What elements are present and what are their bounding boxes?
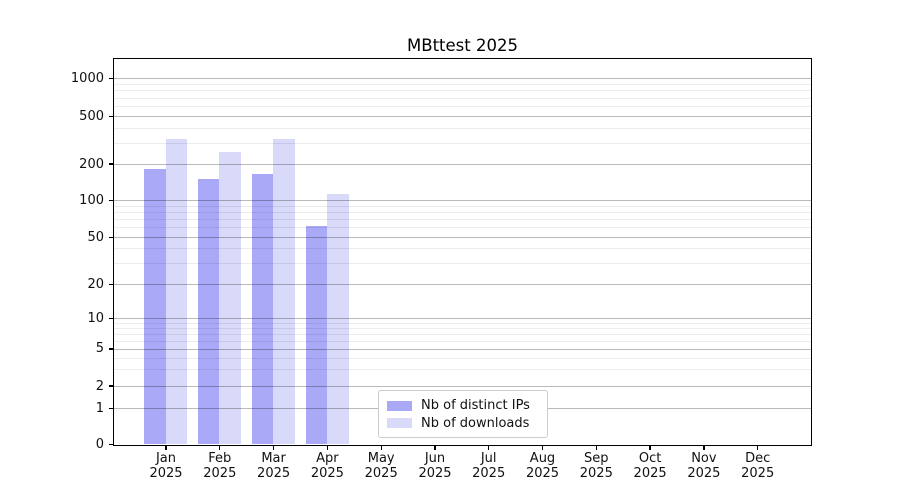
legend-swatch-distinct-ips (387, 400, 412, 411)
major-gridline (114, 283, 811, 286)
x-tick-label-mar: Mar 2025 (257, 451, 291, 482)
minor-gridline (114, 97, 811, 99)
minor-gridline (114, 327, 811, 329)
y-tick-label: 0 (95, 436, 104, 452)
major-gridline (114, 163, 811, 165)
minor-gridline (114, 340, 811, 342)
major-gridline (114, 77, 811, 80)
y-tick-mark (108, 348, 115, 350)
minor-gridline (114, 212, 811, 214)
minor-gridline (114, 263, 811, 265)
legend-item-distinct-ips: Nb of distinct IPs (387, 397, 539, 414)
y-tick-mark (108, 283, 115, 285)
minor-gridline (114, 105, 811, 107)
x-tick-label-dec: Dec 2025 (741, 451, 775, 482)
y-tick-mark (108, 408, 115, 410)
y-tick-mark (108, 385, 115, 387)
y-tick-mark (108, 317, 115, 319)
minor-gridline (114, 248, 811, 250)
x-tick-mark (488, 445, 490, 451)
chart-title: MBttest 2025 (407, 36, 518, 55)
major-gridline (114, 115, 811, 118)
bar-mar-distinct-ips (251, 173, 274, 444)
minor-gridline (114, 90, 811, 92)
minor-gridline (114, 369, 811, 371)
y-tick-mark (108, 200, 115, 202)
legend-label: Nb of distinct IPs (421, 398, 530, 414)
y-tick-label: 1 (95, 401, 104, 417)
y-tick-label: 50 (87, 229, 104, 245)
minor-gridline (114, 227, 811, 229)
bar-mar-downloads (273, 139, 295, 444)
y-tick-label: 500 (79, 108, 104, 124)
x-tick-mark (541, 445, 544, 451)
x-tick-label-may: May 2025 (364, 451, 398, 482)
x-tick-label-aug: Aug 2025 (525, 451, 560, 482)
y-tick-mark (108, 236, 115, 238)
x-tick-mark (326, 445, 329, 451)
bar-apr-distinct-ips (305, 225, 327, 444)
major-gridline (114, 317, 811, 320)
y-tick-label: 200 (79, 156, 104, 172)
minor-gridline (114, 142, 811, 144)
x-tick-label-jun: Jun 2025 (418, 451, 452, 482)
y-tick-label: 1000 (70, 70, 104, 86)
minor-gridline (114, 127, 811, 129)
x-tick-label-jul: Jul 2025 (472, 451, 506, 482)
minor-gridline (114, 219, 811, 221)
x-tick-label-sep: Sep 2025 (579, 451, 613, 482)
bar-apr-downloads (327, 194, 349, 444)
bar-jan-distinct-ips (144, 169, 166, 444)
x-tick-label-jan: Jan 2025 (149, 451, 183, 482)
x-tick-mark (434, 445, 436, 451)
bar-feb-distinct-ips (197, 178, 220, 444)
y-tick-mark (108, 163, 115, 165)
minor-gridline (114, 357, 811, 359)
legend-item-downloads: Nb of downloads (387, 415, 539, 432)
x-tick-mark (757, 445, 759, 451)
major-gridline (114, 348, 811, 350)
x-tick-label-apr: Apr 2025 (310, 451, 344, 482)
y-tick-label: 20 (87, 276, 104, 292)
x-tick-mark (272, 445, 275, 451)
bars-layer (114, 59, 811, 445)
legend-swatch-downloads (387, 418, 412, 429)
minor-gridline (114, 83, 811, 85)
legend: Nb of distinct IPs Nb of downloads (378, 390, 548, 438)
minor-gridline (114, 333, 811, 335)
y-tick-label: 100 (79, 193, 104, 209)
bar-jan-downloads (165, 139, 188, 444)
plot-area (113, 58, 812, 446)
y-tick-mark (108, 77, 115, 79)
x-tick-label-oct: Oct 2025 (633, 451, 667, 482)
y-tick-mark (108, 115, 115, 117)
grid-layer (114, 59, 811, 445)
y-tick-label: 2 (95, 378, 104, 394)
x-tick-mark (219, 445, 221, 451)
y-tick-label: 10 (87, 310, 104, 326)
minor-gridline (114, 205, 811, 207)
x-tick-mark (649, 445, 651, 451)
y-tick-label: 5 (95, 341, 104, 357)
bar-feb-downloads (219, 152, 241, 444)
x-tick-label-nov: Nov 2025 (687, 451, 721, 482)
major-gridline (114, 385, 811, 387)
x-tick-label-feb: Feb 2025 (203, 451, 237, 482)
major-gridline (114, 236, 811, 239)
legend-label: Nb of downloads (421, 415, 530, 431)
x-tick-mark (165, 445, 167, 451)
x-tick-mark (595, 445, 597, 451)
major-gridline (114, 200, 811, 202)
x-tick-mark (380, 445, 382, 451)
minor-gridline (114, 322, 811, 324)
x-tick-mark (703, 445, 705, 451)
y-tick-mark (108, 443, 115, 446)
